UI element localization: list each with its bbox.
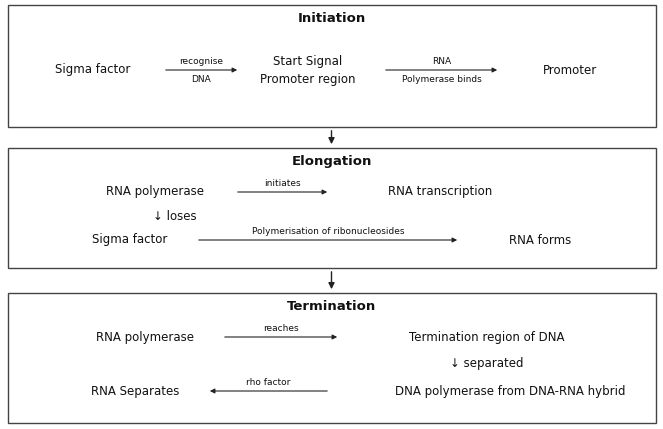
Text: ↓ loses: ↓ loses [153, 209, 197, 223]
Text: Start Signal: Start Signal [273, 55, 343, 69]
Text: RNA forms: RNA forms [509, 233, 571, 247]
Text: Sigma factor: Sigma factor [55, 63, 131, 76]
Text: recognise: recognise [180, 57, 223, 66]
Text: initiates: initiates [264, 179, 301, 188]
Text: Promoter: Promoter [543, 63, 597, 76]
Text: Sigma factor: Sigma factor [92, 233, 168, 247]
Text: RNA transcription: RNA transcription [388, 185, 492, 199]
Text: Termination region of DNA: Termination region of DNA [409, 330, 565, 344]
Text: RNA: RNA [432, 57, 451, 66]
Bar [8, 293, 656, 423]
Text: RNA polymerase: RNA polymerase [96, 330, 194, 344]
Text: rho factor: rho factor [247, 378, 290, 387]
Bar [8, 148, 656, 268]
Text: RNA Separates: RNA Separates [91, 384, 179, 398]
Text: Termination: Termination [287, 300, 376, 314]
Text: Polymerisation of ribonucleosides: Polymerisation of ribonucleosides [252, 227, 404, 236]
Text: Initiation: Initiation [298, 12, 365, 25]
Text: RNA polymerase: RNA polymerase [106, 185, 204, 199]
Text: Promoter region: Promoter region [261, 73, 356, 87]
Bar [8, 5, 656, 127]
Text: ↓ separated: ↓ separated [450, 356, 524, 369]
Text: DNA polymerase from DNA-RNA hybrid: DNA polymerase from DNA-RNA hybrid [394, 384, 625, 398]
Text: Elongation: Elongation [291, 155, 372, 169]
Text: DNA: DNA [192, 75, 211, 84]
Text: reaches: reaches [263, 324, 299, 333]
Text: Polymerase binds: Polymerase binds [402, 75, 481, 84]
